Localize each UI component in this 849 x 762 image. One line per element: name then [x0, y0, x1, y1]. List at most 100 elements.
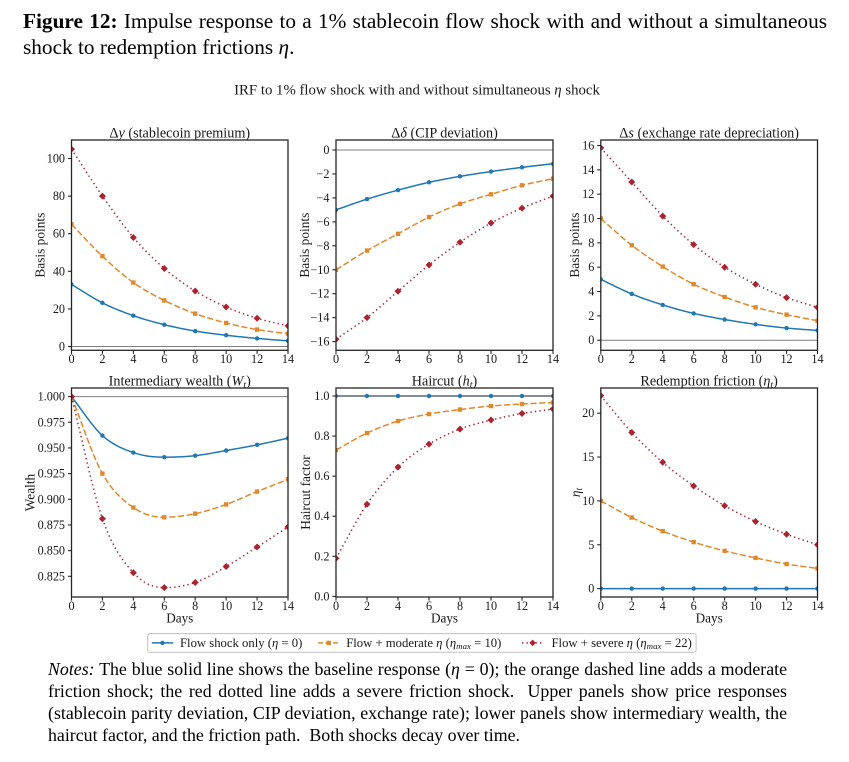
- svg-text:6: 6: [426, 599, 432, 613]
- svg-text:Basis points: Basis points: [33, 213, 48, 278]
- svg-text:14: 14: [811, 599, 823, 613]
- svg-text:100: 100: [47, 152, 65, 166]
- svg-text:12: 12: [780, 352, 792, 366]
- svg-text:10: 10: [749, 352, 761, 366]
- svg-text:14: 14: [582, 163, 594, 177]
- svg-text:2: 2: [629, 599, 635, 613]
- svg-text:14: 14: [547, 352, 559, 366]
- svg-text:10: 10: [582, 212, 594, 226]
- svg-text:80: 80: [53, 189, 65, 203]
- svg-text:4: 4: [660, 599, 666, 613]
- svg-text:0.975: 0.975: [38, 415, 65, 429]
- svg-text:−4: −4: [317, 191, 330, 205]
- svg-text:0: 0: [333, 599, 339, 613]
- svg-text:0.4: 0.4: [314, 509, 329, 523]
- svg-text:ηt: ηt: [568, 487, 585, 497]
- svg-text:10: 10: [220, 599, 232, 613]
- svg-text:14: 14: [282, 599, 294, 613]
- svg-text:−2: −2: [317, 167, 330, 181]
- svg-text:−6: −6: [317, 215, 330, 229]
- svg-text:12: 12: [516, 352, 528, 366]
- svg-text:6: 6: [161, 599, 167, 613]
- svg-text:0: 0: [333, 352, 339, 366]
- svg-text:Flow + moderate η (ηmax = 10): Flow + moderate η (ηmax = 10): [346, 636, 501, 651]
- svg-text:6: 6: [691, 599, 697, 613]
- svg-text:0.875: 0.875: [38, 518, 65, 532]
- svg-text:8: 8: [722, 352, 728, 366]
- svg-text:12: 12: [251, 352, 263, 366]
- svg-text:40: 40: [53, 264, 65, 278]
- svg-text:6: 6: [691, 352, 697, 366]
- svg-text:8: 8: [192, 352, 198, 366]
- svg-text:12: 12: [582, 187, 594, 201]
- svg-text:60: 60: [53, 227, 65, 241]
- svg-text:12: 12: [516, 599, 528, 613]
- svg-text:Intermediary wealth (Wt): Intermediary wealth (Wt): [109, 374, 252, 391]
- svg-text:4: 4: [588, 285, 594, 299]
- svg-text:6: 6: [588, 260, 594, 274]
- svg-text:Δδ (CIP deviation): Δδ (CIP deviation): [391, 126, 498, 142]
- svg-text:0.2: 0.2: [314, 549, 329, 563]
- svg-text:1.000: 1.000: [38, 390, 65, 404]
- svg-text:0: 0: [598, 599, 604, 613]
- svg-text:0: 0: [588, 582, 594, 596]
- svg-text:−8: −8: [317, 239, 330, 253]
- svg-text:4: 4: [395, 599, 401, 613]
- svg-text:0.850: 0.850: [38, 544, 65, 558]
- svg-text:14: 14: [811, 352, 823, 366]
- svg-text:Redemption friction (ηt): Redemption friction (ηt): [640, 374, 778, 391]
- svg-text:14: 14: [282, 352, 294, 366]
- svg-text:Flow + severe η (ηmax = 22): Flow + severe η (ηmax = 22): [552, 636, 692, 651]
- svg-text:0: 0: [68, 352, 74, 366]
- svg-text:0.900: 0.900: [38, 492, 65, 506]
- svg-text:0: 0: [68, 599, 74, 613]
- svg-text:Basis points: Basis points: [567, 213, 582, 278]
- svg-text:2: 2: [588, 309, 594, 323]
- svg-text:Days: Days: [431, 610, 458, 625]
- svg-text:Δs (exchange rate depreciation: Δs (exchange rate depreciation): [619, 126, 799, 142]
- svg-text:0.6: 0.6: [314, 469, 329, 483]
- svg-text:10: 10: [582, 494, 594, 508]
- svg-text:10: 10: [485, 599, 497, 613]
- svg-text:−12: −12: [310, 287, 329, 301]
- svg-text:0: 0: [588, 333, 594, 347]
- svg-text:−14: −14: [310, 311, 329, 325]
- svg-text:20: 20: [582, 406, 594, 420]
- svg-text:IRF to 1% flow shock with and: IRF to 1% flow shock with and without si…: [234, 83, 600, 99]
- svg-text:4: 4: [395, 352, 401, 366]
- svg-text:8: 8: [457, 599, 463, 613]
- svg-text:0.950: 0.950: [38, 441, 65, 455]
- svg-text:Wealth: Wealth: [23, 473, 38, 511]
- svg-text:16: 16: [582, 139, 594, 153]
- svg-text:−10: −10: [310, 263, 329, 277]
- svg-text:5: 5: [588, 538, 594, 552]
- svg-text:12: 12: [251, 599, 263, 613]
- svg-text:14: 14: [547, 599, 559, 613]
- svg-text:6: 6: [161, 352, 167, 366]
- svg-text:Days: Days: [696, 610, 723, 625]
- svg-text:6: 6: [426, 352, 432, 366]
- svg-text:1.0: 1.0: [314, 389, 329, 403]
- svg-text:Flow shock only (η = 0): Flow shock only (η = 0): [180, 636, 302, 650]
- svg-text:Days: Days: [166, 610, 193, 625]
- svg-text:0: 0: [59, 340, 65, 354]
- svg-text:4: 4: [130, 599, 136, 613]
- svg-text:Δy (stablecoin premium): Δy (stablecoin premium): [109, 126, 250, 142]
- svg-text:10: 10: [749, 599, 761, 613]
- svg-text:8: 8: [457, 352, 463, 366]
- svg-text:8: 8: [192, 599, 198, 613]
- svg-text:8: 8: [722, 599, 728, 613]
- svg-text:Haircut (ht): Haircut (ht): [412, 374, 478, 391]
- svg-text:2: 2: [629, 352, 635, 366]
- svg-text:10: 10: [485, 352, 497, 366]
- svg-text:Haircut factor: Haircut factor: [298, 455, 313, 530]
- svg-text:0.0: 0.0: [314, 589, 329, 603]
- svg-text:−16: −16: [310, 335, 329, 349]
- svg-text:10: 10: [220, 352, 232, 366]
- svg-text:2: 2: [99, 599, 105, 613]
- svg-text:20: 20: [53, 302, 65, 316]
- svg-text:Basis points: Basis points: [297, 213, 312, 278]
- svg-text:0.925: 0.925: [38, 467, 65, 481]
- svg-text:2: 2: [99, 352, 105, 366]
- svg-text:2: 2: [364, 352, 370, 366]
